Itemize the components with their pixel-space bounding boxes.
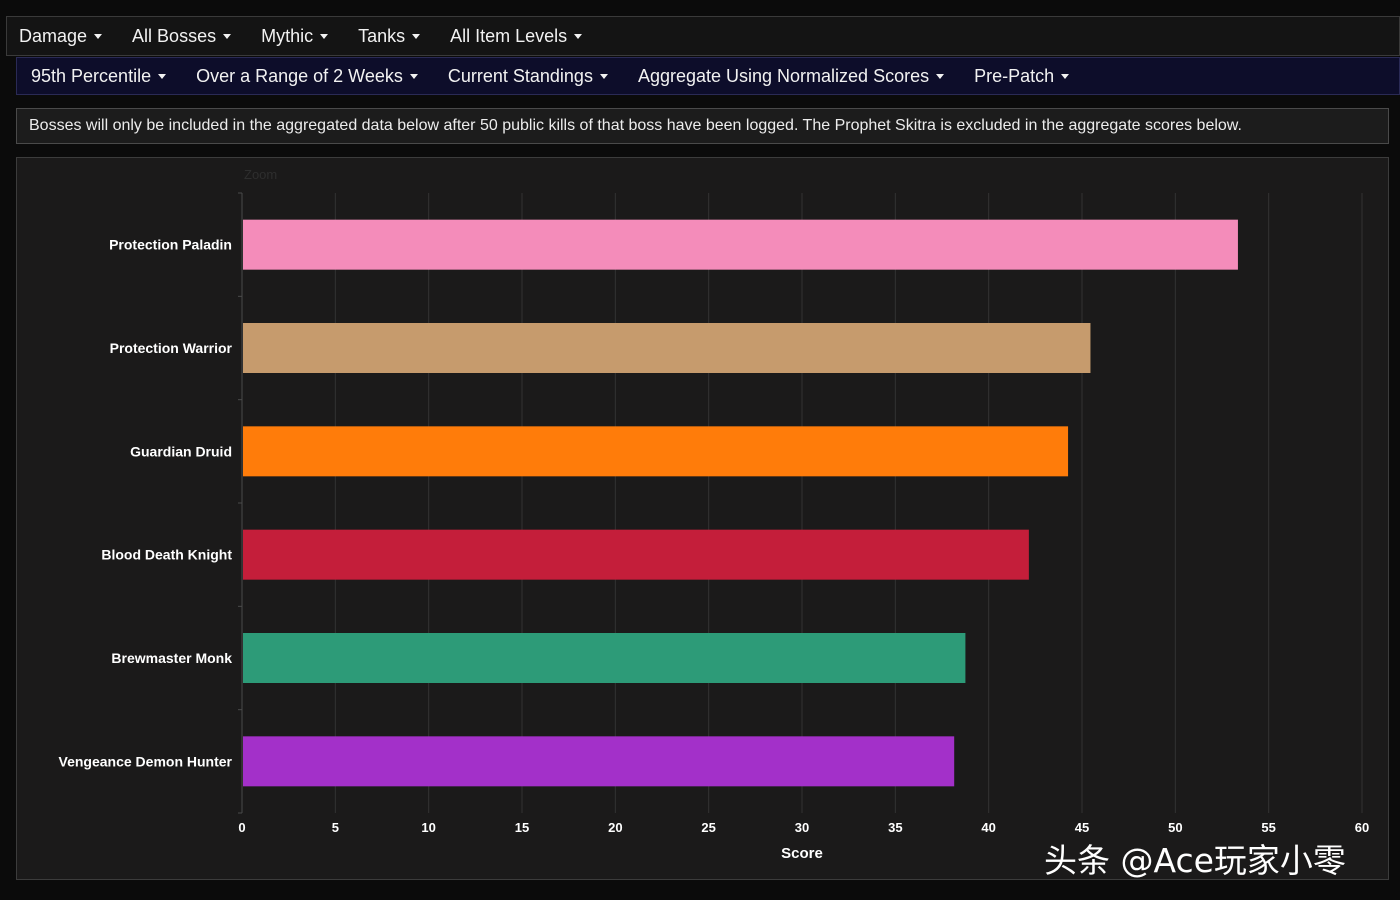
x-tick-label: 55 (1261, 820, 1275, 835)
x-tick-label: 5 (332, 820, 339, 835)
caret-down-icon (1061, 73, 1070, 79)
filter-all-item-levels-dropdown[interactable]: All Item Levels (450, 25, 583, 47)
filter-label: All Bosses (132, 25, 217, 46)
bar-blood-death-knight[interactable] (243, 529, 1029, 580)
filter-label: Damage (19, 25, 88, 46)
x-tick-label: 15 (515, 820, 529, 835)
bar-guardian-druid[interactable] (243, 426, 1069, 477)
category-label: Vengeance Demon Hunter (59, 753, 233, 769)
x-tick-label: 30 (795, 820, 809, 835)
filter-current-standings-dropdown[interactable]: Current Standings (448, 66, 608, 87)
category-label: Guardian Druid (130, 443, 232, 459)
bar-vengeance-demon-hunter[interactable] (243, 736, 955, 787)
caret-down-icon (158, 73, 167, 79)
x-tick-label: 50 (1168, 820, 1182, 835)
x-tick-label: 60 (1355, 820, 1369, 835)
bar-brewmaster-monk[interactable] (243, 633, 966, 683)
filter-label: Tanks (358, 25, 406, 46)
filter-label: Pre-Patch (974, 65, 1055, 86)
caret-down-icon (412, 33, 421, 39)
filter-bar-primary: Damage All Bosses Mythic Tanks All Item Leve… (6, 16, 1400, 56)
x-tick-label: 0 (238, 820, 245, 835)
filter-tanks-dropdown[interactable]: Tanks (358, 25, 421, 47)
caret-down-icon (574, 33, 583, 39)
x-axis-title: Score (781, 845, 823, 862)
x-tick-label: 20 (608, 820, 622, 835)
bar-protection-warrior[interactable] (243, 323, 1091, 373)
caret-down-icon (936, 73, 945, 79)
filter-label: Over a Range of 2 Weeks (196, 65, 403, 86)
x-tick-label: 10 (421, 820, 435, 835)
filter-pre-patch-dropdown[interactable]: Pre-Patch (974, 65, 1070, 87)
filter-damage-dropdown[interactable]: Damage (19, 25, 103, 47)
filter-label: All Item Levels (450, 25, 568, 46)
filter-95th-percentile-dropdown[interactable]: 95th Percentile (31, 65, 167, 87)
bar-chart: Zoom Protection Paladin Protection Warrio… (59, 167, 1370, 862)
aggregate-notice: Bosses will only be included in the aggr… (16, 108, 1389, 144)
filter-label: Aggregate Using Normalized Scores (637, 65, 930, 86)
category-label: Blood Death Knight (101, 547, 232, 563)
watermark: 头条 @Ace玩家小零 (1044, 841, 1346, 880)
filter-label: Current Standings (447, 65, 593, 86)
filter-bar-secondary: 95th Percentile Over a Range of 2 Weeks Cu… (16, 57, 1400, 95)
category-label: Brewmaster Monk (111, 650, 232, 666)
bar-protection-paladin[interactable] (243, 219, 1238, 270)
filter-label: Mythic (261, 25, 314, 46)
filter-all-bosses-dropdown[interactable]: All Bosses (132, 25, 232, 47)
caret-down-icon (223, 33, 232, 39)
filter-aggregate-using-normalized-scores-dropdown[interactable]: Aggregate Using Normalized Scores (637, 65, 945, 87)
zoom-label[interactable]: Zoom (244, 167, 277, 182)
caret-down-icon (94, 33, 103, 39)
category-label: Protection Paladin (109, 237, 232, 253)
category-label: Protection Warrior (110, 340, 233, 356)
filter-label: 95th Percentile (31, 65, 152, 86)
filter-mythic-dropdown[interactable]: Mythic (261, 25, 329, 47)
filter-over-a-range-of-2-weeks-dropdown[interactable]: Over a Range of 2 Weeks (196, 66, 418, 87)
x-tick-label: 35 (888, 820, 902, 835)
caret-down-icon (599, 73, 608, 79)
x-tick-label: 25 (701, 820, 715, 835)
caret-down-icon (320, 33, 329, 39)
x-tick-label: 45 (1075, 820, 1089, 835)
chart-panel: Zoom Protection Paladin Protection Warrio… (16, 157, 1389, 880)
caret-down-icon (409, 73, 418, 79)
x-tick-label: 40 (981, 820, 995, 835)
